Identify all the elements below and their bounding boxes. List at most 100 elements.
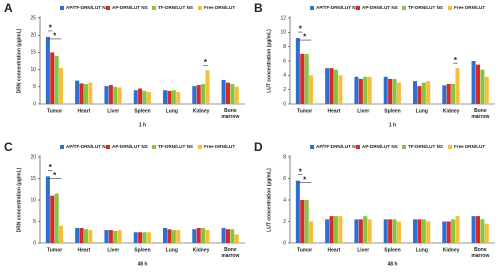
bar (363, 216, 368, 243)
bar (201, 84, 206, 104)
bar (417, 86, 422, 104)
legend-label: Free DRN/LUT (454, 144, 485, 149)
bar (79, 83, 84, 104)
legend-swatch (152, 145, 156, 149)
panel-label: D (254, 140, 263, 154)
bar (138, 232, 143, 243)
significance-marker: * (53, 171, 57, 180)
bar (230, 229, 235, 243)
bar (138, 88, 143, 104)
bar (83, 229, 88, 243)
bar (417, 219, 422, 243)
bar (304, 53, 309, 104)
x-tick-label: Bone marrow (471, 108, 489, 120)
bar (205, 70, 210, 104)
bar (426, 221, 431, 243)
bar (225, 229, 231, 243)
bar (358, 78, 363, 104)
y-tick-label: 0 (33, 101, 36, 107)
legend-label: TF-DRN/LUT NS (158, 144, 193, 149)
bar (59, 225, 64, 243)
bar (392, 219, 397, 243)
bar (329, 216, 334, 243)
bar (50, 52, 55, 104)
y-tick-label: 6 (283, 176, 286, 182)
y-tick-label: 25 (30, 15, 36, 21)
legend-label: AP-DRN/LUT NS (112, 5, 148, 10)
bar (354, 76, 359, 104)
bar (75, 227, 80, 243)
bar (117, 87, 122, 104)
y-tick-label: 20 (30, 33, 36, 39)
y-tick-label: 8 (283, 44, 286, 50)
x-tick-label: Spleen (384, 247, 400, 253)
bar (230, 84, 235, 104)
bar (333, 69, 338, 104)
x-tick-label: Spleen (134, 108, 150, 114)
y-tick-label: 0 (33, 240, 36, 246)
x-tick-label: Kidney (193, 108, 210, 114)
x-tick-label: Liver (357, 108, 369, 114)
bar (54, 55, 59, 104)
bar (196, 85, 201, 104)
panel-label: B (254, 1, 263, 15)
x-tick-label: Lung (166, 108, 178, 114)
bar (484, 76, 489, 104)
bar (104, 230, 109, 243)
bar (108, 85, 113, 104)
bar (300, 53, 305, 104)
bar (388, 78, 393, 104)
bar (367, 76, 372, 104)
bar (484, 223, 489, 243)
bar (421, 82, 426, 104)
bar (234, 234, 239, 243)
legend-swatch (356, 145, 360, 149)
x-tick-label: Tumor (297, 108, 312, 114)
y-tick-label: 15 (30, 176, 36, 182)
legend-swatch (448, 6, 452, 10)
bar (221, 79, 226, 104)
legend-swatch (310, 145, 314, 149)
bar (354, 219, 359, 243)
bar (45, 36, 50, 104)
bar (176, 91, 181, 104)
x-tick-label: Kidney (193, 247, 210, 253)
bar (163, 227, 168, 243)
legend-swatch (60, 6, 64, 10)
bar (480, 219, 485, 243)
y-axis-label: LUT concentration (µg/mL) (266, 29, 272, 93)
bar (325, 219, 330, 243)
bar (295, 38, 300, 104)
bar (192, 229, 197, 243)
legend-label: AP/TF-DRN/LUT NS (316, 144, 359, 149)
bar (358, 219, 363, 243)
legend-swatch (356, 6, 360, 10)
y-tick-label: 12 (280, 15, 286, 21)
legend-swatch (198, 6, 202, 10)
bar (75, 80, 80, 104)
x-tick-label: Heart (78, 247, 91, 253)
x-tick-label: Bone marrow (221, 247, 239, 259)
bar (79, 227, 84, 243)
bar (329, 68, 334, 104)
legend-label: TF-DRN/LUT NS (158, 5, 193, 10)
bar (300, 200, 305, 243)
bar (133, 90, 138, 104)
legend-label: AP/TF-DRN/LUT NS (316, 5, 359, 10)
bar (133, 232, 138, 243)
bar (104, 86, 109, 104)
bar (113, 86, 118, 104)
bar (225, 82, 231, 104)
y-tick-label: 0 (283, 101, 286, 107)
legend-swatch (198, 145, 202, 149)
bar (475, 64, 481, 104)
significance-marker: * (299, 25, 303, 34)
y-tick-label: 2 (283, 87, 286, 93)
bar (88, 82, 93, 104)
significance-marker: * (454, 56, 458, 65)
y-tick-label: 4 (283, 73, 286, 79)
legend-swatch (310, 6, 314, 10)
significance-marker: * (53, 32, 57, 41)
significance-marker: * (49, 163, 53, 172)
bar (392, 78, 397, 104)
